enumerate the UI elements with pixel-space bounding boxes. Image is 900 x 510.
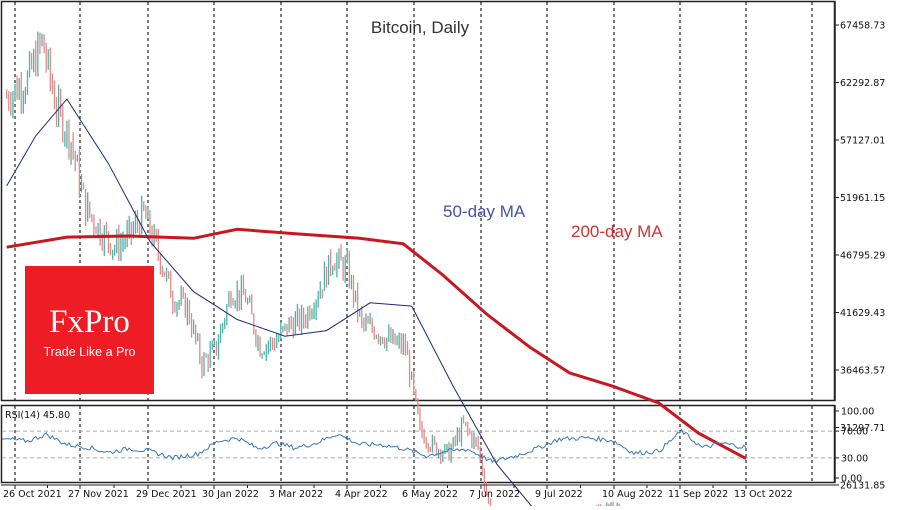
price-tick-label: 26131.85 <box>840 481 885 492</box>
logo-tagline: Trade Like a Pro <box>43 345 136 359</box>
date-tick-label: 13 Oct 2022 <box>734 489 793 500</box>
date-tick-label: 10 Aug 2022 <box>602 489 663 500</box>
rsi-pane-frame <box>0 404 836 484</box>
date-tick-label: 26 Oct 2021 <box>3 489 62 500</box>
rsi-tick-label: 0.00 <box>841 474 862 485</box>
logo-name: FxPro <box>49 304 130 340</box>
price-tick-label: 51961.15 <box>840 193 885 204</box>
ma50-line <box>6 98 536 510</box>
time-axis: 26 Oct 2021 27 Nov 2021 29 Dec 2021 30 Jan … <box>3 485 793 500</box>
price-tick-label: 31297.71 <box>840 423 885 434</box>
date-tick-label: 11 Sep 2022 <box>668 489 728 500</box>
rsi-indicator-label: RSI(14) 45.80 <box>5 410 70 421</box>
price-bars <box>6 31 623 510</box>
price-tick-label: 46795.29 <box>840 251 885 262</box>
date-tick-label: 7 Jun 2022 <box>469 489 520 500</box>
price-tick-label: 67458.73 <box>840 21 885 32</box>
date-tick-label: 3 Mar 2022 <box>269 489 323 500</box>
date-tick-label: 6 May 2022 <box>402 489 458 500</box>
rsi-line <box>1 428 747 464</box>
price-tick-label: 36463.57 <box>840 366 885 377</box>
price-tick-label: 41629.43 <box>840 308 885 319</box>
date-tick-label: 27 Nov 2021 <box>68 489 129 500</box>
date-tick-label: 30 Jan 2022 <box>202 489 259 500</box>
chart-title: Bitcoin, Daily <box>371 18 470 37</box>
date-tick-label: 29 Dec 2021 <box>136 489 197 500</box>
rsi-tick-label: 70.00 <box>841 427 868 438</box>
fxpro-logo: FxPro Trade Like a Pro <box>25 266 154 394</box>
ma200-label: 200-day MA <box>571 222 663 241</box>
rsi-tick-label: 30.00 <box>841 453 868 464</box>
price-tick-label: 62292.87 <box>840 78 885 89</box>
date-tick-label: 4 Apr 2022 <box>335 489 388 500</box>
vertical-gridlines <box>14 2 813 482</box>
date-tick-label: 9 Jul 2022 <box>535 489 583 500</box>
ma50-label: 50-day MA <box>443 202 526 221</box>
price-tick-label: 57127.01 <box>840 136 885 147</box>
rsi-tick-label: 100.00 <box>841 407 874 418</box>
price-axis: 67458.73 62292.87 57127.01 51961.15 46795.29… <box>834 1 885 492</box>
ma200-line <box>6 227 747 460</box>
rsi-axis: 100.00 70.00 30.00 0.00 <box>834 405 874 485</box>
